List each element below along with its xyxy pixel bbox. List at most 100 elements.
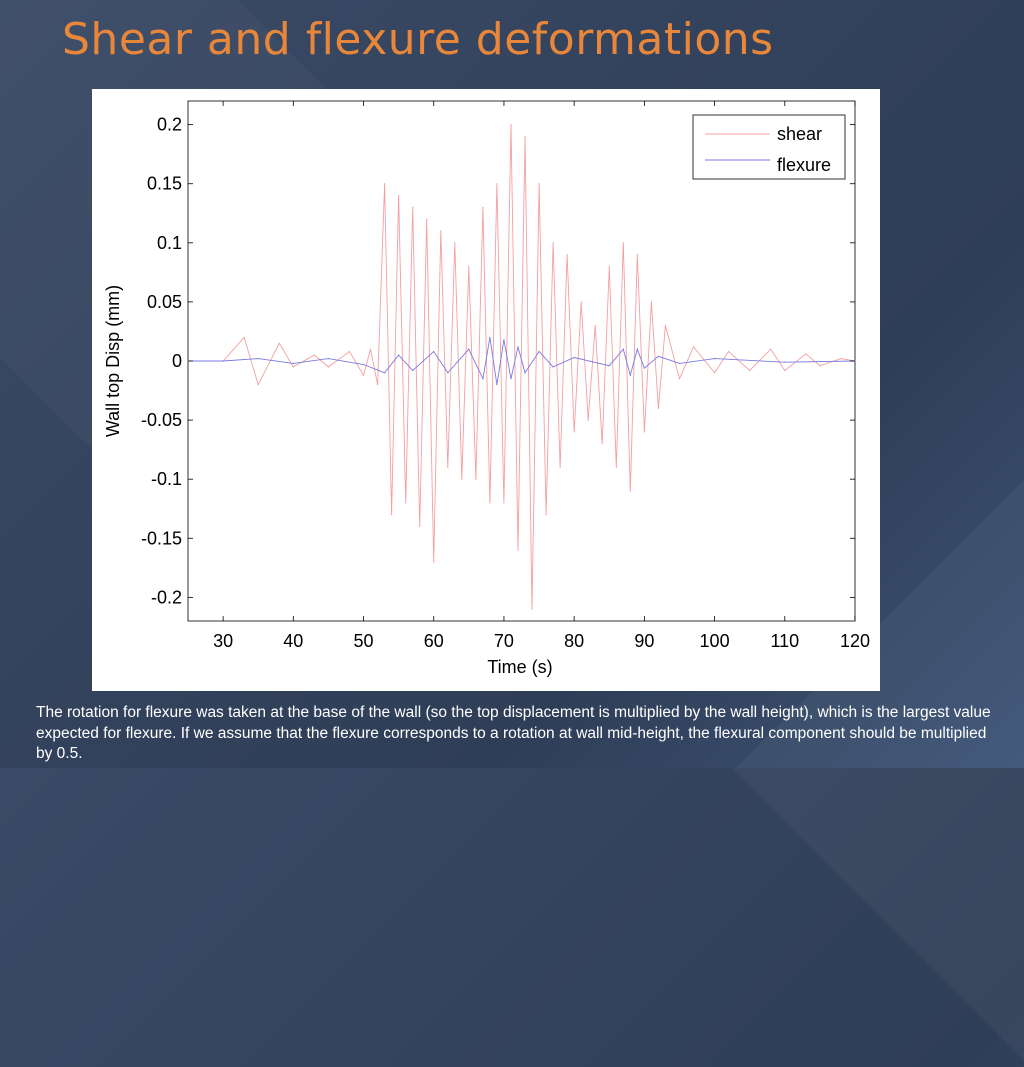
- data-point-shear: [573, 431, 575, 433]
- slide-title: Shear and flexure deformations: [62, 14, 774, 65]
- series-line-flexure: [188, 337, 856, 385]
- data-point-shear: [398, 194, 400, 197]
- y-tick-label: 0.05: [147, 292, 182, 312]
- data-point-shear: [412, 206, 414, 208]
- data-point-shear: [489, 502, 491, 504]
- data-point-shear: [377, 384, 379, 386]
- data-point-shear: [805, 353, 807, 355]
- legend-label-shear: shear: [777, 124, 822, 144]
- data-point-shear: [692, 346, 695, 348]
- data-point-shear: [538, 183, 540, 185]
- data-point-shear: [601, 443, 603, 445]
- data-point-shear: [524, 135, 526, 138]
- data-point-flexure: [510, 378, 512, 380]
- data-point-flexure: [643, 367, 646, 369]
- data-point-flexure: [412, 369, 414, 372]
- data-point-shear: [664, 324, 667, 327]
- data-point-shear: [587, 419, 589, 421]
- y-tick-label: -0.1: [151, 469, 182, 489]
- data-point-shear: [292, 366, 294, 368]
- y-tick-label: -0.15: [141, 528, 182, 548]
- data-point-shear: [447, 466, 449, 468]
- data-point-shear: [475, 478, 477, 480]
- y-tick-label: -0.2: [151, 587, 182, 607]
- data-point-shear: [503, 502, 505, 504]
- data-point-shear: [496, 183, 498, 185]
- data-point-shear: [384, 183, 386, 185]
- data-point-shear: [461, 478, 463, 480]
- legend: shear flexure: [692, 114, 846, 180]
- data-point-shear: [657, 407, 660, 409]
- data-point-shear: [650, 301, 653, 303]
- x-tick-label: 80: [564, 631, 584, 651]
- chart: 30 40 50 60 70 80 90 100 110 120 0.2 0.15 0.1 0.05 0 -0…: [103, 100, 870, 677]
- data-point-flexure: [538, 350, 540, 353]
- data-point-flexure: [496, 384, 498, 386]
- data-point-shear: [784, 369, 786, 372]
- x-tick-label: 110: [770, 631, 799, 651]
- data-point-shear: [608, 265, 610, 268]
- data-point-flexure: [629, 374, 631, 376]
- data-point-shear: [426, 218, 428, 220]
- y-tick-label: 0.1: [157, 233, 182, 253]
- data-point-flexure: [622, 348, 624, 350]
- data-point-shear: [770, 348, 772, 350]
- data-point-shear: [419, 525, 421, 528]
- data-point-shear: [636, 254, 638, 256]
- data-point-flexure: [468, 348, 470, 350]
- data-point-flexure: [573, 356, 575, 359]
- data-point-flexure: [657, 355, 660, 357]
- data-point-flexure: [447, 372, 449, 374]
- y-tick-label: 0.15: [147, 174, 182, 194]
- data-point-flexure: [503, 339, 505, 341]
- y-axis-label: Wall top Disp (mm): [103, 285, 123, 437]
- data-point-shear: [559, 466, 561, 468]
- data-point-shear: [517, 549, 519, 551]
- x-tick-label: 30: [213, 631, 233, 651]
- chart-panel: 30 40 50 60 70 80 90 100 110 120 0.2 0.15 0.1 0.05 0 -0…: [92, 89, 880, 691]
- data-point-shear: [714, 372, 716, 374]
- series-line-shear: [188, 124, 856, 610]
- data-point-flexure: [784, 361, 786, 363]
- x-tick-label: 120: [840, 631, 870, 651]
- data-point-shear: [594, 324, 596, 327]
- data-point-shear: [433, 561, 435, 563]
- data-point-shear: [643, 431, 646, 433]
- data-point-shear: [313, 354, 315, 356]
- data-point-shear: [552, 242, 554, 244]
- data-point-shear: [369, 348, 372, 350]
- data-point-shear: [545, 514, 547, 516]
- y-tick-label: 0: [172, 351, 182, 371]
- x-tick-label: 40: [283, 631, 303, 651]
- x-tick-label: 60: [424, 631, 444, 651]
- data-point-shear: [840, 358, 842, 360]
- data-point-shear: [580, 301, 582, 303]
- data-point-shear: [257, 384, 259, 386]
- slide-caption: The rotation for flexure was taken at th…: [36, 704, 991, 762]
- data-point-flexure: [552, 366, 554, 368]
- data-point-shear: [362, 374, 365, 376]
- data-point-shear: [440, 230, 442, 232]
- x-axis-label: Time (s): [487, 657, 552, 677]
- data-point-shear: [615, 466, 617, 468]
- data-point-shear: [482, 206, 484, 208]
- x-tick-label: 100: [700, 631, 730, 651]
- data-point-flexure: [292, 362, 294, 364]
- legend-box: [692, 114, 846, 180]
- data-point-flexure: [327, 358, 329, 360]
- data-point-shear: [510, 124, 512, 126]
- x-tick-label: 50: [354, 631, 374, 651]
- data-point-shear: [243, 336, 245, 338]
- tick-layer: 30 40 50 60 70 80 90 100 110 120 0.2 0.15 0.1 0.05 0 -0…: [141, 101, 870, 651]
- data-point-shear: [531, 608, 533, 610]
- data-point-flexure: [678, 362, 681, 364]
- data-point-shear: [405, 502, 407, 504]
- data-point-shear: [678, 378, 681, 380]
- data-point-shear: [454, 242, 456, 244]
- x-tick-label: 90: [634, 631, 654, 651]
- data-point-shear: [348, 350, 351, 353]
- data-point-shear: [327, 366, 329, 368]
- data-point-flexure: [517, 346, 519, 348]
- data-point-flexure: [608, 365, 610, 367]
- data-point-shear: [278, 342, 280, 344]
